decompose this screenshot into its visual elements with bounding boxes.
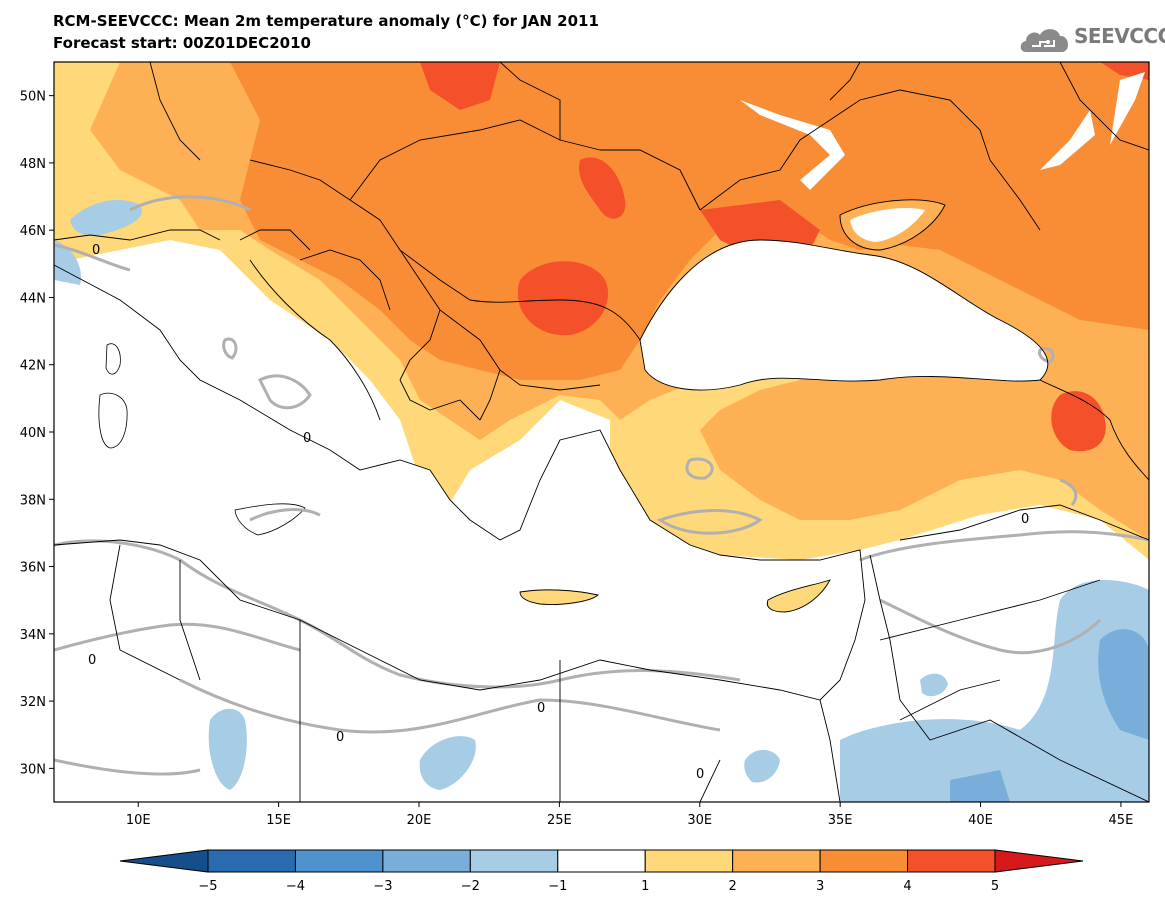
contour-label: 0 — [537, 701, 545, 716]
lon-label: 25E — [547, 813, 572, 828]
lon-label: 30E — [687, 813, 712, 828]
white-region-northeast — [1040, 110, 1095, 170]
colorbar-label: −3 — [373, 879, 392, 894]
mediterranean-sea — [54, 265, 865, 700]
contour-label: 0 — [336, 730, 344, 745]
anomaly-field-4-5 — [517, 261, 609, 336]
colorbar-label: −2 — [461, 879, 480, 894]
anomaly-field-4-5 — [579, 157, 626, 219]
colorbar-swatch — [469, 849, 559, 873]
anomaly-field-neg-1-2 — [419, 736, 476, 790]
colorbar-arrow-high — [994, 849, 1084, 873]
anomaly-field-neg-1-2 — [208, 708, 247, 790]
island-crete — [520, 589, 598, 605]
white-streak — [740, 100, 845, 190]
crimea-inner — [850, 208, 925, 242]
lat-label: 48N — [20, 157, 46, 172]
coastlines — [54, 199, 1049, 701]
contour-label: 0 — [92, 243, 100, 258]
colorbar-swatch — [382, 849, 471, 873]
colorbar-swatch — [907, 849, 996, 873]
lon-label: 35E — [828, 813, 853, 828]
black-sea — [640, 240, 1048, 390]
longitude-axis: 10E 15E 20E 25E 30E 35E 40E 45E — [126, 802, 1133, 828]
anomaly-field-neg-2-3 — [1098, 629, 1149, 740]
anomaly-field-neg-2-3 — [950, 770, 1010, 802]
colorbar-label: −4 — [286, 879, 305, 894]
lat-label: 50N — [20, 90, 46, 105]
zero-contours — [54, 195, 1149, 776]
lon-label: 10E — [126, 813, 151, 828]
contour-label: 0 — [696, 767, 704, 782]
colorbar-swatch — [207, 849, 296, 873]
lat-label: 46N — [20, 224, 46, 239]
colorbar-swatch — [557, 849, 646, 873]
anomaly-field-neg-1-2 — [70, 200, 142, 236]
lon-label: 20E — [407, 813, 432, 828]
colorbar-label: −5 — [198, 879, 217, 894]
anomaly-field-neg-1-2 — [744, 749, 780, 783]
colorbar-label: 3 — [816, 879, 824, 894]
country-borders — [54, 62, 1149, 802]
forecast-start-label: Forecast start: 00Z01DEC2010 — [53, 34, 311, 52]
cloud-icon — [1020, 29, 1069, 52]
lat-label: 36N — [20, 561, 46, 576]
colorbar-swatch — [644, 849, 734, 873]
logo-text: SEEVCCC — [1074, 24, 1165, 48]
island-sicily — [234, 503, 306, 536]
island-cyprus — [767, 580, 830, 612]
colorbar-label: 1 — [641, 879, 649, 894]
lon-label: 45E — [1109, 813, 1134, 828]
colorbar-label: 2 — [729, 879, 737, 894]
lat-label: 34N — [20, 628, 46, 643]
colorbar-label: 5 — [991, 879, 999, 894]
lat-label: 40N — [20, 426, 46, 441]
anomaly-field-neg-1-2 — [54, 240, 81, 285]
colorbar-swatch — [294, 849, 384, 873]
colorbar: −5 −4 −3 −2 −1 1 2 3 4 5 — [119, 849, 1084, 894]
seevccc-logo: SEEVCCC — [1018, 22, 1165, 56]
white-region-northeast — [1110, 72, 1145, 145]
lat-label: 44N — [20, 291, 46, 306]
latitude-axis: 30N 32N 34N 36N 38N 40N 42N 44N 46N 48N 50N — [20, 90, 54, 777]
contour-label: 0 — [1021, 512, 1029, 527]
lon-label: 40E — [968, 813, 993, 828]
lat-label: 42N — [20, 359, 46, 374]
lat-label: 32N — [20, 695, 46, 710]
lon-label: 15E — [266, 813, 291, 828]
colorbar-label: −1 — [548, 879, 567, 894]
island-sardinia — [98, 392, 128, 449]
anomaly-field-3-4 — [750, 425, 907, 501]
lat-label: 38N — [20, 493, 46, 508]
anomaly-field-neg-1-2 — [840, 580, 1149, 802]
lat-label: 30N — [20, 762, 46, 777]
anomaly-field-neg-1-2 — [920, 673, 948, 697]
colorbar-swatch — [732, 849, 821, 873]
colorbar-label: 4 — [903, 879, 911, 894]
colorbar-arrow-low — [119, 849, 209, 873]
island-corsica — [105, 343, 121, 375]
map-title: RCM-SEEVCCC: Mean 2m temperature anomaly… — [53, 12, 599, 30]
anomaly-field-3-4 — [230, 62, 1149, 380]
anomaly-field-4-5 — [420, 62, 500, 110]
colorbar-swatch — [819, 849, 909, 873]
contour-label: 0 — [88, 653, 96, 668]
